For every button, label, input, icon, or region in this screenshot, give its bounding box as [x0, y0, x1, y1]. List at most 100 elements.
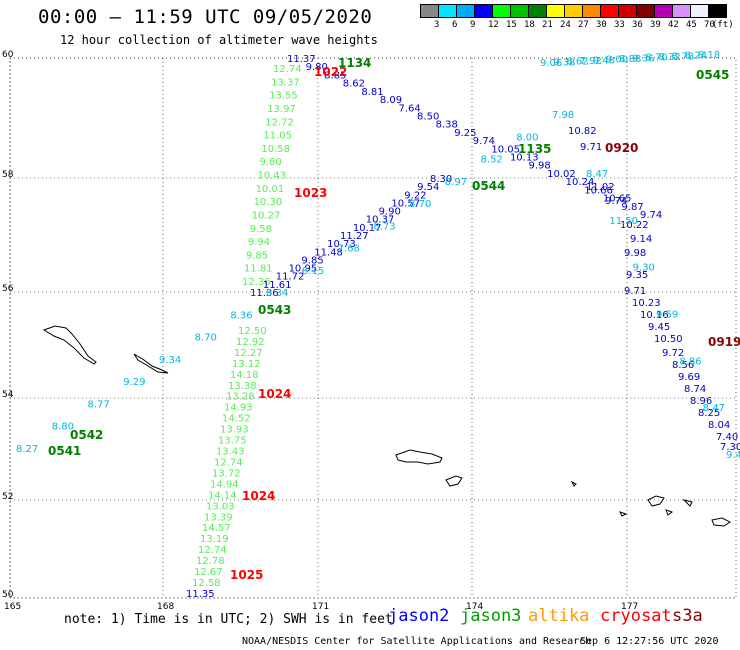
- wave-height-label: 8.88: [619, 54, 641, 65]
- wave-height-label: 9.30: [633, 263, 655, 274]
- pass-time-label: 0545: [696, 68, 729, 82]
- wave-height-label: 8.15: [302, 266, 324, 277]
- wave-height-label: 12.50: [238, 326, 267, 337]
- color-scale-label: 18: [524, 20, 535, 30]
- pass-time-label: 0543: [258, 303, 291, 317]
- pass-time-label: 1135: [518, 142, 551, 156]
- wave-height-label: 12.58: [192, 578, 221, 589]
- wave-height-label: 13.97: [267, 104, 296, 115]
- pass-time-label: 1024: [242, 489, 275, 503]
- wave-height-label: 9.80: [259, 157, 281, 168]
- wave-height-label: 9.22: [404, 190, 426, 201]
- wave-height-label: 9.69: [678, 372, 700, 383]
- wave-height-label: 8.47: [586, 169, 608, 180]
- color-scale-label: 45: [686, 20, 697, 30]
- wave-height-label: 8.86: [679, 356, 701, 367]
- pass-time-label: 1025: [230, 568, 263, 582]
- wave-height-label: 10.66: [584, 185, 613, 196]
- wave-height-label: 11.27: [340, 231, 369, 242]
- wave-height-label: 8.70: [409, 199, 431, 210]
- pass-time-label: 0544: [472, 179, 505, 193]
- island-outline: [42, 325, 97, 365]
- color-scale-label: 6: [452, 20, 458, 30]
- wave-height-label: 10.73: [327, 239, 356, 250]
- longitude-label: 168: [157, 602, 174, 612]
- longitude-label: 174: [466, 602, 483, 612]
- longitude-label: 171: [312, 602, 329, 612]
- wave-height-label: 8.38: [436, 120, 458, 131]
- wave-height-label: 8.00: [516, 132, 538, 143]
- wave-height-label: 11.37: [287, 54, 316, 65]
- wave-height-label: 14.14: [208, 490, 237, 501]
- wave-height-label: 7.40: [716, 432, 738, 443]
- wave-height-label: 10.22: [620, 220, 649, 231]
- wave-height-label: 12.74: [273, 64, 302, 75]
- wave-height-label: 8.85: [324, 70, 346, 81]
- wave-height-label: 11.02: [586, 182, 615, 193]
- color-scale-label: 30: [596, 20, 607, 30]
- wave-height-label: 9.72: [662, 348, 684, 359]
- latitude-label: 54: [2, 390, 14, 400]
- wave-height-label: 8.96: [690, 396, 712, 407]
- wave-height-label: 9.34: [159, 355, 181, 366]
- pass-time-label: 1023: [294, 186, 327, 200]
- wave-height-label: 9.29: [123, 377, 145, 388]
- wave-height-label: 9.94: [248, 237, 270, 248]
- wave-height-label: 8.18: [698, 50, 720, 61]
- wave-height-label: 8.47: [703, 403, 725, 414]
- wave-height-label: 9.98: [624, 248, 646, 259]
- wave-height-label: 12.78: [196, 556, 225, 567]
- wave-height-label: 14.18: [230, 370, 259, 381]
- wave-height-label: 10.27: [252, 210, 281, 221]
- wave-height-label: 9.36: [632, 53, 654, 64]
- latitude-label: 60: [2, 50, 14, 60]
- wave-height-label: 9.74: [473, 136, 495, 147]
- wave-height-label: 9.74: [640, 210, 662, 221]
- wave-height-label: 10.65: [603, 194, 632, 205]
- wave-height-label: 9.90: [379, 207, 401, 218]
- wave-height-label: 9.06: [540, 58, 562, 69]
- color-scale-label: 36: [632, 20, 643, 30]
- pass-time-label: 0542: [70, 428, 103, 442]
- color-scale-label: 21: [542, 20, 553, 30]
- color-scale-label: 27: [578, 20, 589, 30]
- wave-height-label: 10.30: [254, 197, 283, 208]
- wave-height-label: 11.48: [314, 247, 343, 258]
- wave-height-label: 12.74: [214, 457, 243, 468]
- wave-height-label: 12.74: [198, 545, 227, 556]
- wave-height-label: 7.92: [580, 56, 602, 67]
- longitude-label: 165: [4, 602, 21, 612]
- color-scale-label: 15: [506, 20, 517, 30]
- wave-height-label: 13.03: [206, 501, 235, 512]
- wave-height-label: 12.27: [234, 348, 263, 359]
- wave-height-label: 8.36: [230, 310, 252, 321]
- wave-height-label: 9.25: [454, 128, 476, 139]
- legend-jason3: jason3: [460, 606, 522, 626]
- wave-height-label: 10.57: [391, 198, 420, 209]
- wave-height-label: 13.28: [226, 392, 255, 403]
- pass-time-label: 0919: [708, 335, 740, 349]
- wave-height-label: 13.75: [218, 436, 247, 447]
- wave-height-label: 14.94: [210, 479, 239, 490]
- wave-height-label: 11.50: [609, 216, 638, 227]
- wave-height-label: 9.00: [606, 55, 628, 66]
- wave-height-label: 8.78: [672, 51, 694, 62]
- wave-height-label: 11.36: [250, 288, 279, 299]
- wave-height-label: 10.58: [261, 144, 290, 155]
- wave-height-label: 9.35: [626, 270, 648, 281]
- latitude-label: 52: [2, 492, 13, 502]
- wave-height-label: 9.46: [726, 450, 740, 461]
- color-scale-label: 3: [434, 20, 440, 30]
- wave-height-label: 10.13: [510, 153, 539, 164]
- wave-height-label: 9.14: [630, 234, 652, 245]
- graticule: 60 58 56 54 52 50 165 168 171 174 177: [2, 50, 737, 612]
- island-outline: [570, 480, 577, 487]
- color-scale-label: 33: [614, 20, 625, 30]
- wave-height-label: 8.04: [708, 420, 730, 431]
- wave-height-label: 8.77: [87, 399, 109, 410]
- latitude-label: 50: [2, 590, 14, 600]
- wave-height-label: 13.38: [228, 381, 257, 392]
- color-scale-label: 24: [560, 20, 571, 30]
- wave-height-label: 11.05: [263, 131, 292, 142]
